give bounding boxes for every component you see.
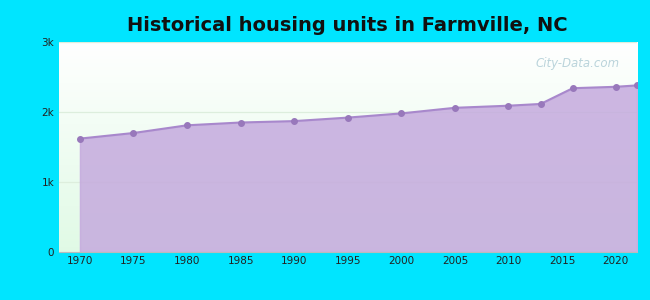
- Text: City-Data.com: City-Data.com: [536, 57, 619, 70]
- Title: Historical housing units in Farmville, NC: Historical housing units in Farmville, N…: [127, 16, 568, 35]
